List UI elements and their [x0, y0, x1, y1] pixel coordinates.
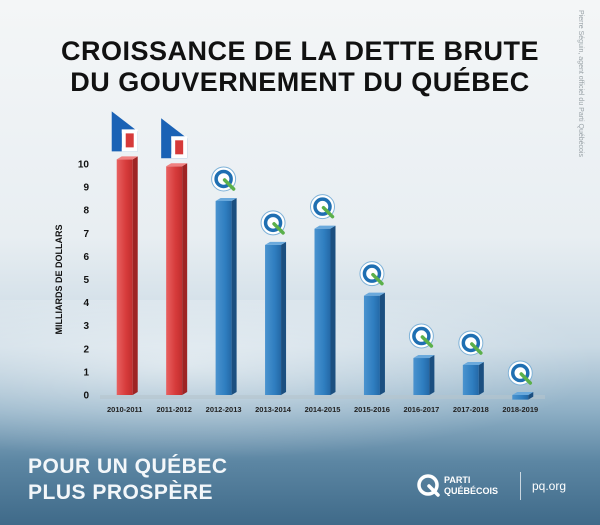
pq-logo-icon	[408, 323, 434, 349]
bar-side	[182, 163, 188, 395]
y-tick-label: 7	[83, 229, 89, 240]
pq-logo-ring	[461, 333, 481, 353]
bar-2011-2012	[166, 166, 183, 395]
liberal-logo-shape	[125, 133, 134, 148]
liberal-logo-shape	[163, 140, 172, 155]
party-name: PARTI QUÉBÉCOIS	[444, 475, 498, 497]
tagline-line1: POUR UN QUÉBEC	[28, 455, 228, 478]
bar-top	[363, 292, 385, 296]
pq-logo-tail	[470, 342, 483, 355]
pq-logo-icon	[417, 474, 440, 497]
pq-logo-icon	[507, 360, 533, 386]
y-tick-label: 3	[83, 321, 89, 332]
bar-2014-2015	[314, 228, 331, 395]
y-tick-label: 5	[83, 275, 89, 286]
y-tick-label: 8	[83, 206, 89, 217]
x-tick-label: 2017-2018	[453, 405, 489, 414]
bar-side	[429, 355, 435, 395]
bar-top	[314, 225, 336, 229]
pq-logo-tail	[420, 335, 434, 348]
party-name-line2: QUÉBÉCOIS	[444, 486, 499, 496]
pq-logo-icon	[458, 330, 484, 356]
bar-2012-2013	[215, 200, 232, 395]
pq-logo-ring	[313, 197, 332, 216]
chart-title-line1: CROISSANCE DE LA DETTE BRUTE	[60, 36, 540, 66]
pq-logo-ring	[214, 169, 233, 189]
bar-2018-2019	[512, 395, 529, 400]
x-tick-label: 2011-2012	[156, 405, 191, 414]
y-tick-label: 9	[83, 183, 89, 194]
bar-2013-2014	[265, 244, 282, 395]
y-tick-label: 6	[83, 252, 89, 263]
website-link[interactable]: pq.org	[532, 479, 567, 493]
baseline	[100, 395, 545, 399]
liberal-logo-shape	[175, 140, 184, 155]
pq-logo-ring	[412, 326, 431, 346]
bar-side	[478, 361, 484, 395]
y-tick-label: 1	[83, 367, 89, 378]
bar-2016-2017	[413, 358, 430, 395]
bar-top	[166, 163, 188, 167]
bar-side	[379, 292, 385, 395]
pq-logo-ring	[511, 363, 530, 383]
bar-top	[462, 361, 484, 365]
bar-top	[512, 392, 534, 395]
bar-top	[116, 156, 138, 160]
tagline-line2: PLUS PROSPÈRE	[28, 481, 214, 504]
x-tick-label: 2012-2013	[206, 405, 242, 414]
chart-title-line2: DU GOUVERNEMENT DU QUÉBEC	[70, 67, 530, 97]
x-tick-label: 2014-2015	[305, 405, 341, 414]
pq-logo-tail	[371, 272, 384, 286]
bar-top	[413, 355, 435, 359]
pq-logo-tail	[519, 372, 533, 385]
liberal-logo-icon	[161, 118, 188, 159]
x-tick-label: 2018-2019	[502, 405, 538, 414]
bar-top	[265, 241, 287, 245]
bar-side	[330, 225, 336, 395]
x-tick-label: 2013-2014	[255, 405, 292, 414]
x-tick-label: 2016-2017	[403, 405, 439, 414]
liberal-logo-icon	[111, 111, 138, 152]
bar-side	[281, 241, 287, 395]
pq-logo-ring	[263, 213, 283, 233]
bar-2017-2018	[462, 364, 479, 395]
bar-top	[215, 197, 237, 201]
pq-logo-ring	[362, 264, 382, 283]
bar-side	[528, 392, 534, 400]
y-tick-label: 0	[83, 391, 89, 402]
party-brand: PARTI QUÉBÉCOIS pq.org	[416, 470, 586, 504]
bar-2010-2011	[116, 159, 133, 395]
y-tick-label: 2	[83, 344, 89, 355]
liberal-logo-shape	[113, 133, 122, 148]
bar-side	[231, 197, 237, 395]
bar-2015-2016	[363, 295, 380, 395]
y-tick-label: 10	[78, 160, 90, 171]
pq-logo-icon	[310, 194, 335, 220]
x-tick-label: 2015-2016	[354, 405, 390, 414]
x-tick-label: 2010-2011	[107, 405, 142, 414]
pq-logo-tail	[272, 222, 285, 235]
pq-logo-icon	[359, 261, 385, 287]
pq-logo-icon	[211, 166, 237, 192]
photo-credit: Pierre Séguin, agent officiel du Parti Q…	[577, 10, 584, 157]
pq-logo-icon	[260, 210, 286, 236]
background-haze	[0, 300, 600, 460]
y-axis-label: MILLIARDS DE DOLLARS	[54, 225, 64, 335]
bar-side	[132, 156, 138, 395]
pq-logo-tail	[321, 205, 335, 219]
pq-logo-tail	[222, 178, 236, 191]
y-tick-label: 4	[83, 298, 89, 309]
brand-divider	[520, 472, 521, 500]
party-name-line1: PARTI	[444, 475, 471, 485]
